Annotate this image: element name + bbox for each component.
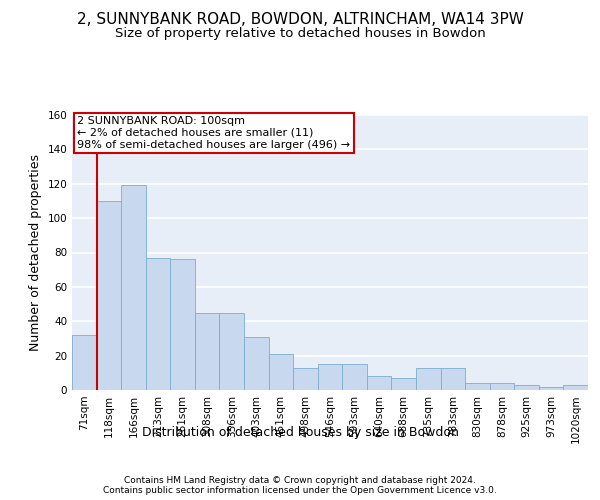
Bar <box>465 383 490 390</box>
Text: Distribution of detached houses by size in Bowdon: Distribution of detached houses by size … <box>142 426 458 439</box>
Bar <box>440 368 465 390</box>
Bar <box>146 258 170 390</box>
Text: Contains HM Land Registry data © Crown copyright and database right 2024.
Contai: Contains HM Land Registry data © Crown c… <box>103 476 497 495</box>
Bar <box>539 386 563 390</box>
Bar <box>416 368 440 390</box>
Bar <box>342 364 367 390</box>
Bar <box>367 376 391 390</box>
Bar <box>72 335 97 390</box>
Bar <box>293 368 318 390</box>
Bar <box>490 383 514 390</box>
Bar <box>269 354 293 390</box>
Bar <box>97 201 121 390</box>
Text: 2, SUNNYBANK ROAD, BOWDON, ALTRINCHAM, WA14 3PW: 2, SUNNYBANK ROAD, BOWDON, ALTRINCHAM, W… <box>77 12 523 28</box>
Text: 2 SUNNYBANK ROAD: 100sqm
← 2% of detached houses are smaller (11)
98% of semi-de: 2 SUNNYBANK ROAD: 100sqm ← 2% of detache… <box>77 116 350 150</box>
Bar <box>318 364 342 390</box>
Bar <box>514 385 539 390</box>
Bar <box>563 385 588 390</box>
Bar <box>121 186 146 390</box>
Bar <box>220 312 244 390</box>
Bar <box>195 312 220 390</box>
Text: Size of property relative to detached houses in Bowdon: Size of property relative to detached ho… <box>115 28 485 40</box>
Y-axis label: Number of detached properties: Number of detached properties <box>29 154 42 351</box>
Bar <box>244 336 269 390</box>
Bar <box>170 260 195 390</box>
Bar <box>391 378 416 390</box>
